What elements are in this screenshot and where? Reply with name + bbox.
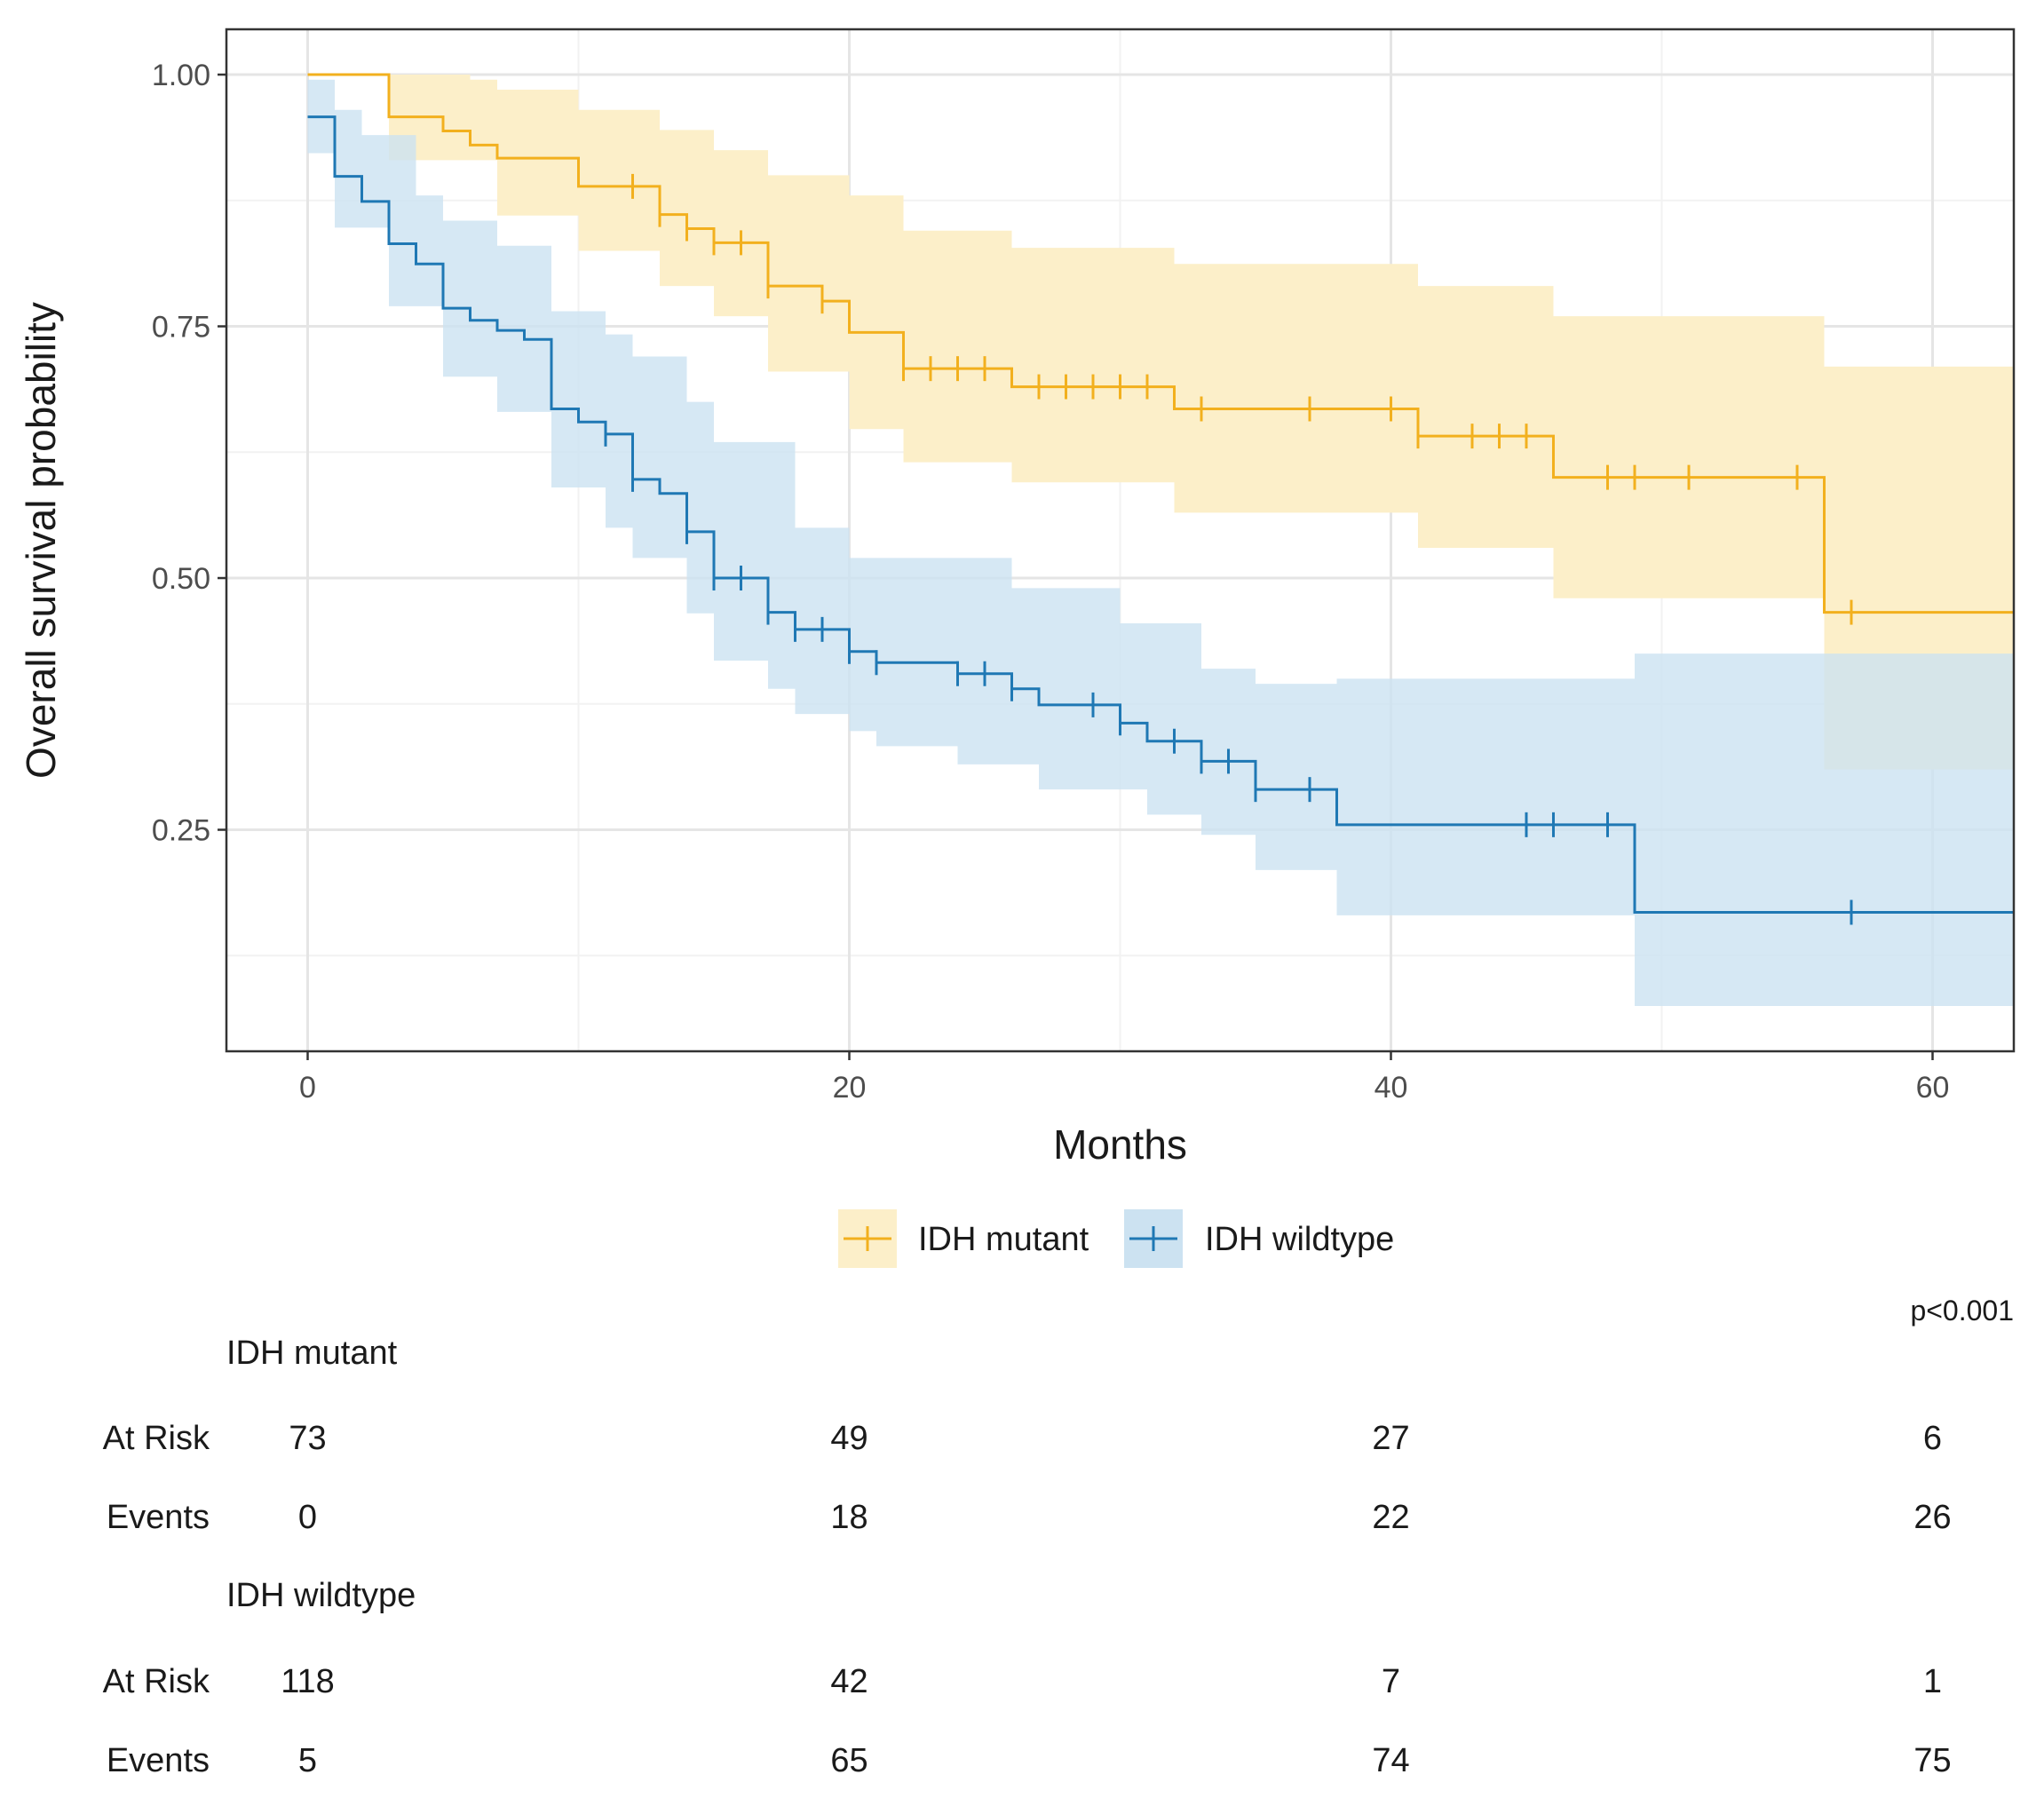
legend-item-idh-wildtype: IDH wildtype — [1124, 1209, 1394, 1268]
risk-cell-at-risk-idh-wildtype: 42 — [830, 1663, 868, 1700]
risk-row-label-events: Events — [107, 1499, 210, 1536]
risk-cell-at-risk-idh-wildtype: 1 — [1923, 1663, 1942, 1700]
risk-cell-events-idh-mutant: 26 — [1913, 1499, 1951, 1536]
p-value: p<0.001 — [1910, 1295, 2014, 1327]
legend-label-idh-wildtype: IDH wildtype — [1205, 1221, 1394, 1258]
risk-cell-events-idh-wildtype: 5 — [298, 1742, 317, 1779]
y-tick-label: 1.00 — [152, 59, 210, 92]
confidence-bands — [307, 75, 2014, 1006]
risk-group-title-idh-wildtype: IDH wildtype — [226, 1577, 416, 1614]
risk-cell-at-risk-idh-mutant: 73 — [289, 1420, 326, 1457]
confidence-band-idh-wildtype — [307, 79, 2014, 1006]
risk-cell-at-risk-idh-wildtype: 7 — [1382, 1663, 1400, 1700]
censor-marks — [604, 173, 1853, 925]
legend-item-idh-mutant: IDH mutant — [838, 1209, 1089, 1268]
risk-row-label-events: Events — [107, 1742, 210, 1779]
y-tick-label: 0.25 — [152, 814, 210, 848]
risk-cell-events-idh-mutant: 0 — [298, 1499, 317, 1536]
panel-border — [225, 28, 2016, 1053]
survival-curve-idh-wildtype — [307, 115, 2014, 915]
confidence-band-idh-mutant — [307, 75, 2014, 770]
risk-group-title-idh-mutant: IDH mutant — [226, 1335, 398, 1372]
legend: IDH mutant IDH wildtype — [838, 1209, 1394, 1268]
risk-cell-events-idh-wildtype: 65 — [830, 1742, 868, 1779]
x-tick-label: 40 — [1375, 1071, 1408, 1105]
y-axis-title: Overall survival probability — [18, 302, 64, 779]
survival-curve-idh-mutant — [307, 73, 2014, 614]
y-tick-label: 0.75 — [152, 311, 210, 345]
risk-cell-at-risk-idh-wildtype: 118 — [281, 1663, 335, 1700]
risk-table: IDH mutant At Risk Events 73 0 49 18 27 22 6 26 IDH… — [103, 1335, 1952, 1779]
y-tick-label: 0.50 — [152, 562, 210, 596]
risk-cell-events-idh-wildtype: 75 — [1913, 1742, 1951, 1779]
risk-cell-at-risk-idh-mutant: 49 — [830, 1420, 868, 1457]
risk-row-label-at-risk: At Risk — [103, 1420, 210, 1457]
risk-cell-at-risk-idh-mutant: 6 — [1923, 1420, 1942, 1457]
x-tick-label: 60 — [1916, 1071, 1950, 1105]
risk-row-label-at-risk: At Risk — [103, 1663, 210, 1700]
axes: 0 20 40 60 0.25 0.50 0.75 1.00 — [152, 59, 1950, 1105]
x-axis-title: Months — [1053, 1121, 1187, 1168]
legend-label-idh-mutant: IDH mutant — [918, 1221, 1089, 1258]
survival-curves — [307, 73, 2014, 915]
risk-cell-events-idh-mutant: 22 — [1372, 1499, 1409, 1536]
x-tick-label: 0 — [299, 1071, 316, 1105]
risk-cell-events-idh-wildtype: 74 — [1372, 1742, 1409, 1779]
risk-cell-events-idh-mutant: 18 — [830, 1499, 868, 1536]
x-tick-label: 20 — [833, 1071, 867, 1105]
risk-cell-at-risk-idh-mutant: 27 — [1372, 1420, 1409, 1457]
